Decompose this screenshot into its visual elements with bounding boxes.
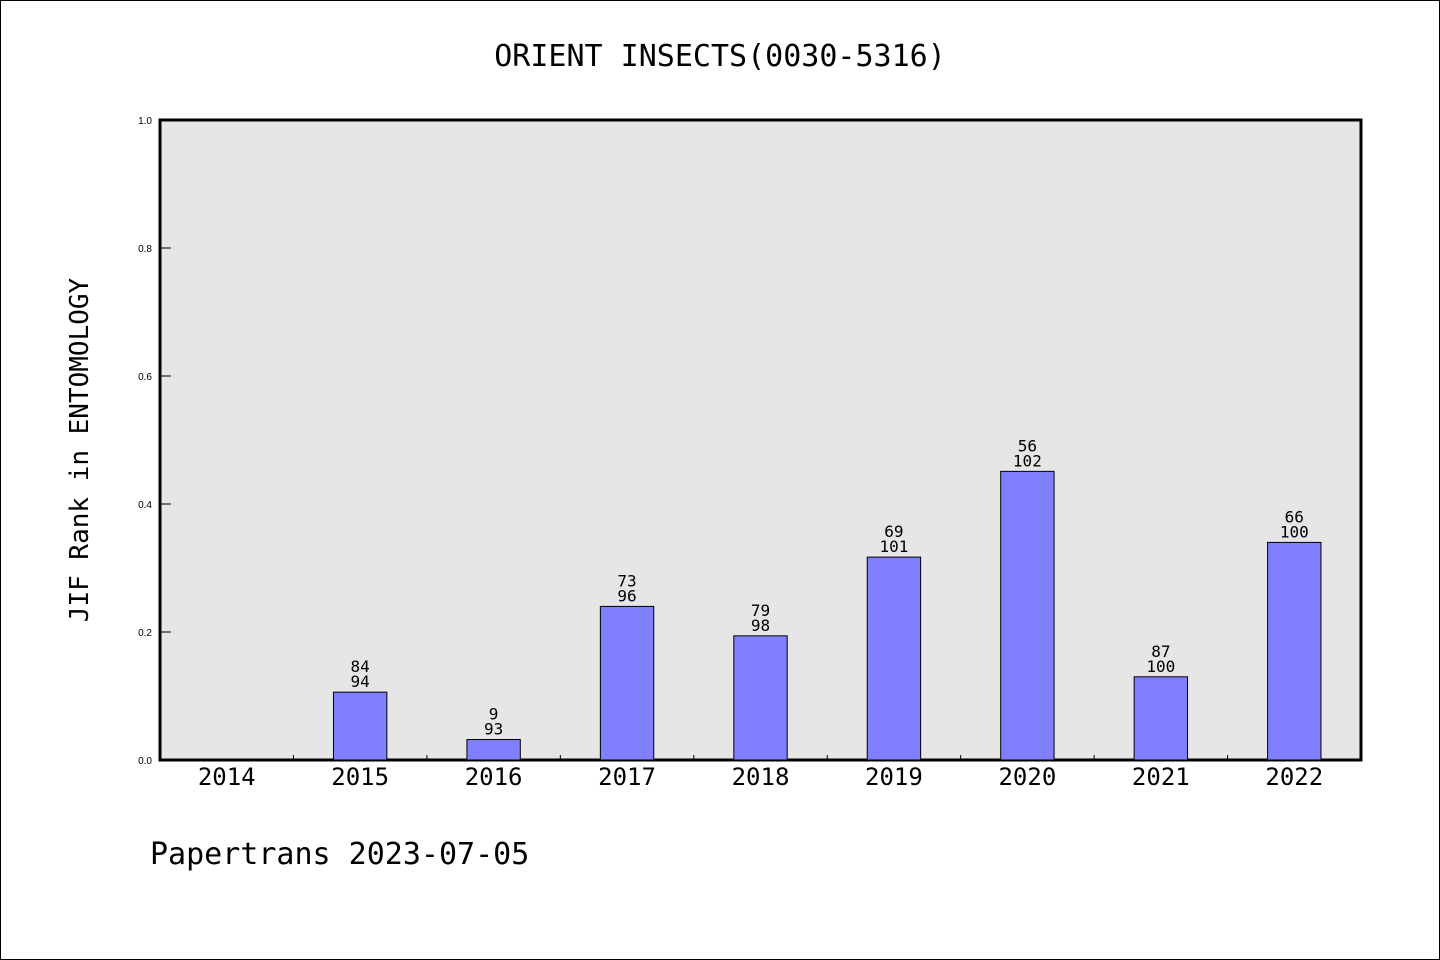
x-tick-label: 2017 bbox=[598, 763, 656, 791]
bar-rank-label: 79 bbox=[751, 601, 770, 620]
bar-total-label: 93 bbox=[484, 720, 503, 739]
bar-total-label: 101 bbox=[879, 537, 908, 556]
y-tick-label: 1.0 bbox=[138, 116, 152, 127]
x-tick-label: 2021 bbox=[1132, 763, 1190, 791]
bar-total-label: 94 bbox=[351, 672, 370, 691]
bar-total-label: 96 bbox=[617, 586, 636, 605]
y-axis: 0.0 0.2 0.4 0.6 0.8 1.0 bbox=[138, 116, 171, 767]
bar-2020 bbox=[1000, 470, 1055, 761]
x-tick-label: 2022 bbox=[1265, 763, 1323, 791]
bar-2018 bbox=[733, 635, 788, 761]
y-tick-label: 0.2 bbox=[138, 628, 152, 639]
x-tick-label: 2016 bbox=[465, 763, 523, 791]
x-tick-label: 2014 bbox=[198, 763, 256, 791]
bar-rank-label: 87 bbox=[1151, 642, 1170, 661]
y-tick-label: 0.0 bbox=[138, 756, 152, 767]
y-tick-label: 0.8 bbox=[138, 244, 152, 255]
bar-2015 bbox=[332, 691, 388, 761]
bar-2022 bbox=[1267, 541, 1322, 761]
bar-rank-label: 84 bbox=[351, 657, 370, 676]
bar-2016 bbox=[466, 739, 521, 761]
bar-total-label: 102 bbox=[1013, 451, 1042, 470]
x-tick-label: 2019 bbox=[865, 763, 923, 791]
chart-title: ORIENT INSECTS(0030-5316) bbox=[494, 39, 946, 74]
bar-2021 bbox=[1133, 676, 1189, 761]
bar-2017 bbox=[599, 605, 655, 761]
bar-total-label: 100 bbox=[1146, 657, 1175, 676]
y-axis-label: JIF Rank in ENTOMOLOGY bbox=[65, 277, 95, 622]
x-tick-label: 2015 bbox=[331, 763, 389, 791]
x-tick-label: 2018 bbox=[732, 763, 790, 791]
x-tick-label: 2020 bbox=[998, 763, 1056, 791]
bar-rank-label: 66 bbox=[1285, 507, 1304, 526]
bar-rank-label: 69 bbox=[884, 522, 903, 541]
bar-total-label: 100 bbox=[1280, 522, 1309, 541]
bar-rank-label: 56 bbox=[1018, 436, 1037, 455]
bar-total-label: 98 bbox=[751, 616, 770, 635]
bar-rank-label: 9 bbox=[489, 705, 499, 724]
y-tick-label: 0.6 bbox=[138, 372, 152, 383]
x-axis: 2014 2015 2016 2017 2018 2019 2020 2021 2022 bbox=[198, 755, 1323, 791]
bar-rank-label: 73 bbox=[617, 571, 636, 590]
y-tick-label: 0.4 bbox=[138, 500, 152, 511]
bar-2019 bbox=[866, 556, 922, 761]
footer-credit: Papertrans 2023-07-05 bbox=[150, 837, 529, 872]
